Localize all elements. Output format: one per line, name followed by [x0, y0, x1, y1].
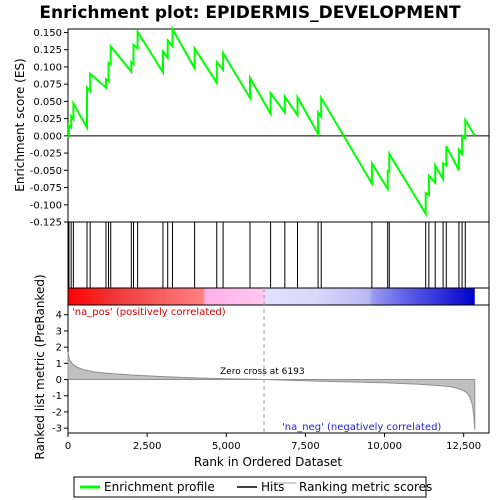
- hits-panel: [67, 221, 490, 289]
- legend-label-ranking: Ranking metric scores: [299, 480, 432, 494]
- x-tick-label: 0: [65, 441, 71, 452]
- metric-y-tick-label: -1: [52, 391, 62, 402]
- legend-label-enrichment: Enrichment profile: [104, 480, 215, 494]
- chart-title: Enrichment plot: EPIDERMIS_DEVELOPMENT: [39, 3, 461, 23]
- es-y-tick-label: 0.050: [33, 97, 62, 108]
- metric-y-tick-label: 3: [56, 326, 62, 337]
- x-tick-label: 5,000: [212, 441, 241, 452]
- metric-y-tick-label: 0: [56, 375, 62, 386]
- rank-heatbar: [67, 287, 490, 306]
- metric-y-tick-label: -3: [52, 424, 62, 435]
- es-y-tick-label: 0.100: [33, 62, 62, 73]
- positive-correlation-label: 'na_pos' (positively correlated): [72, 307, 226, 318]
- es-y-tick-label: -0.050: [30, 166, 62, 177]
- x-tick-label: 2,500: [133, 441, 162, 452]
- metric-y-axis-label: Ranked list metric (PreRanked): [33, 274, 47, 459]
- negative-correlation-label: 'na_neg' (negatively correlated): [282, 422, 441, 433]
- x-tick-label: 10,000: [367, 441, 402, 452]
- metric-y-tick-label: 1: [56, 359, 62, 370]
- metric-plot-frame: [67, 304, 490, 434]
- legend: Enrichment profile Hits Ranking metric s…: [73, 476, 432, 498]
- es-plot-frame: [67, 28, 490, 223]
- legend-label-hits: Hits: [261, 480, 284, 494]
- x-axis-label: Rank in Ordered Dataset: [194, 455, 342, 469]
- es-y-tick-label: -0.025: [30, 149, 62, 160]
- es-y-tick-label: -0.125: [30, 218, 62, 229]
- hits-frame: [67, 221, 490, 289]
- es-y-tick-label: -0.100: [30, 200, 62, 211]
- x-axis: 0 2,500 5,000 7,500 10,000 12,500: [65, 433, 481, 452]
- metric-panel: -3 -2 -1 0 1 2 3 4 'na_pos' (positively correla…: [33, 274, 490, 460]
- ranking-metric-area: [67, 351, 476, 430]
- zero-cross-label: Zero cross at 6193: [220, 367, 305, 377]
- heatbar-gradient: [68, 288, 475, 305]
- es-y-axis: -0.125 -0.100 -0.075 -0.050 -0.025 0.000 0.025…: [30, 28, 68, 229]
- es-y-tick-label: 0.025: [33, 114, 62, 125]
- metric-y-tick-label: 4: [56, 310, 62, 321]
- metric-y-tick-label: -2: [52, 407, 62, 418]
- es-y-tick-label: -0.075: [30, 183, 62, 194]
- metric-y-tick-label: 2: [56, 343, 62, 354]
- es-y-tick-label: 0.075: [33, 80, 62, 91]
- enrichment-profile-line: [67, 25, 476, 218]
- metric-y-axis: -3 -2 -1 0 1 2 3 4: [52, 310, 68, 435]
- x-tick-label: 7,500: [291, 441, 320, 452]
- es-y-tick-label: 0.000: [33, 131, 62, 142]
- x-tick-label: 12,500: [446, 441, 481, 452]
- es-y-axis-label: Enrichment score (ES): [13, 58, 27, 191]
- es-y-tick-label: 0.125: [33, 45, 62, 56]
- es-panel: -0.125 -0.100 -0.075 -0.050 -0.025 0.000 0.025…: [13, 25, 490, 229]
- es-y-tick-label: 0.150: [33, 28, 62, 39]
